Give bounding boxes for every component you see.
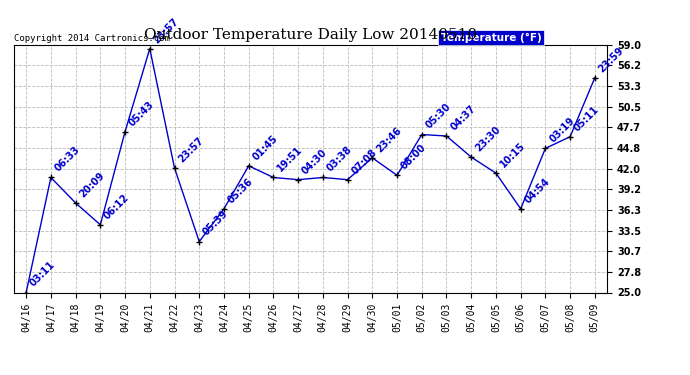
Text: 23:59: 23:59 [597, 45, 626, 74]
Text: 23:57: 23:57 [177, 135, 206, 164]
Text: Copyright 2014 Cartronics.com: Copyright 2014 Cartronics.com [14, 33, 170, 42]
Text: 23:30: 23:30 [473, 124, 502, 153]
Text: 03:38: 03:38 [325, 145, 354, 174]
Text: 08:00: 08:00 [399, 142, 428, 172]
Text: 04:37: 04:37 [448, 104, 477, 132]
Text: Temperature (°F): Temperature (°F) [441, 33, 542, 42]
Text: 06:33: 06:33 [53, 145, 82, 174]
Text: 04:54: 04:54 [522, 176, 551, 205]
Text: 23:46: 23:46 [374, 125, 403, 154]
Text: 05:30: 05:30 [424, 102, 453, 131]
Text: 10:15: 10:15 [498, 141, 527, 170]
Text: 03:19: 03:19 [547, 116, 576, 145]
Title: Outdoor Temperature Daily Low 20140510: Outdoor Temperature Daily Low 20140510 [144, 28, 477, 42]
Text: 23:57: 23:57 [152, 16, 181, 45]
Text: 05:43: 05:43 [127, 99, 156, 128]
Text: 06:12: 06:12 [102, 192, 131, 221]
Text: 01:45: 01:45 [250, 133, 279, 162]
Text: 20:09: 20:09 [77, 170, 106, 200]
Text: 05:39: 05:39 [201, 209, 230, 238]
Text: 19:51: 19:51 [275, 145, 304, 174]
Text: 03:11: 03:11 [28, 260, 57, 289]
Text: 05:36: 05:36 [226, 176, 255, 205]
Text: 05:11: 05:11 [572, 104, 601, 133]
Text: 04:30: 04:30 [300, 147, 329, 176]
Text: 07:08: 07:08 [350, 147, 379, 176]
